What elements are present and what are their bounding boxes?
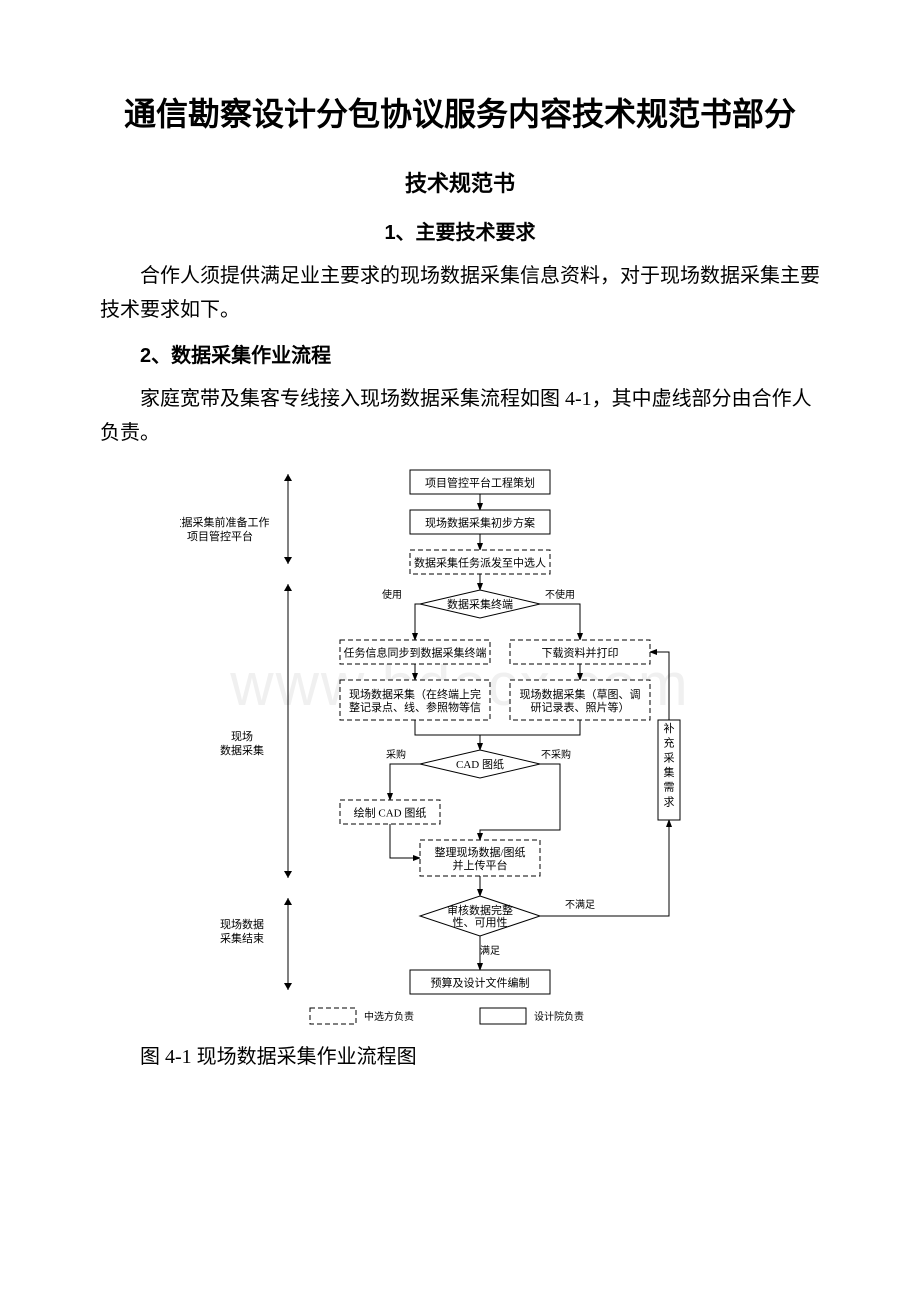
flowchart-container: 数据采集前准备工作项目管控平台现场数据采集现场数据采集结束 使用 不使用采购 不采购满… — [180, 460, 740, 1030]
svg-text:不满足: 不满足 — [565, 899, 595, 911]
svg-text:项目管控平台工程策划: 项目管控平台工程策划 — [425, 476, 535, 490]
svg-text:绘制 CAD 图纸: 绘制 CAD 图纸 — [354, 806, 427, 820]
section-1-paragraph: 合作人须提供满足业主要求的现场数据采集信息资料，对于现场数据采集主要技术要求如下… — [100, 259, 820, 327]
svg-text:数据采集任务派发至中选人: 数据采集任务派发至中选人 — [414, 556, 546, 570]
figure-caption: 图 4-1 现场数据采集作业流程图 — [100, 1040, 820, 1069]
flow-node-n4: 任务信息同步到数据采集终端 — [340, 640, 490, 664]
svg-text:并上传平台: 并上传平台 — [453, 858, 508, 872]
svg-text:现场数据采集（在终端上完: 现场数据采集（在终端上完 — [349, 687, 481, 701]
flow-node-leg1 — [310, 1008, 356, 1024]
flow-node-n2: 现场数据采集初步方案 — [410, 510, 550, 534]
flow-node-n3: 数据采集任务派发至中选人 — [410, 550, 550, 574]
svg-text:现场数据: 现场数据 — [220, 917, 264, 931]
flowchart-svg: 数据采集前准备工作项目管控平台现场数据采集现场数据采集结束 使用 不使用采购 不采购满… — [180, 460, 740, 1030]
svg-text:整记录点、线、参照物等信: 整记录点、线、参照物等信 — [349, 700, 481, 714]
svg-text:补: 补 — [664, 722, 675, 735]
flow-node-n5: 下载资料并打印 — [510, 640, 650, 664]
document-subtitle: 技术规范书 — [100, 166, 820, 198]
flow-node-d2: CAD 图纸 — [420, 750, 540, 778]
svg-text:集: 集 — [664, 765, 675, 779]
section-1-heading: 1、主要技术要求 — [100, 216, 820, 245]
document-title: 通信勘察设计分包协议服务内容技术规范书部分 — [100, 90, 820, 138]
svg-text:数据采集终端: 数据采集终端 — [447, 597, 513, 611]
svg-text:任务信息同步到数据采集终端: 任务信息同步到数据采集终端 — [344, 646, 487, 660]
flow-node-leg2 — [480, 1008, 526, 1024]
flow-node-n1: 项目管控平台工程策划 — [410, 470, 550, 494]
flow-node-vbox: 补充采集需求 — [658, 720, 680, 820]
svg-text:采: 采 — [664, 751, 675, 764]
svg-text:现场: 现场 — [231, 729, 253, 743]
svg-text:不采购: 不采购 — [541, 748, 571, 761]
flow-node-n6: 现场数据采集（在终端上完整记录点、线、参照物等信 — [340, 680, 490, 720]
svg-text:中选方负责: 中选方负责 — [364, 1010, 414, 1023]
svg-text:设计院负责: 设计院负责 — [534, 1010, 584, 1023]
flow-node-d1: 数据采集终端 — [420, 590, 540, 618]
svg-text:求: 求 — [664, 795, 675, 808]
svg-text:现场数据采集初步方案: 现场数据采集初步方案 — [425, 516, 535, 530]
svg-text:性、可用性: 性、可用性 — [453, 915, 508, 929]
section-2-paragraph: 家庭宽带及集客专线接入现场数据采集流程如图 4-1，其中虚线部分由合作人负责。 — [100, 382, 820, 450]
svg-text:需: 需 — [664, 781, 675, 794]
svg-text:充: 充 — [664, 736, 675, 750]
svg-text:整理现场数据/图纸: 整理现场数据/图纸 — [434, 845, 525, 859]
svg-text:不使用: 不使用 — [545, 588, 575, 601]
flow-node-n10: 预算及设计文件编制 — [410, 970, 550, 994]
svg-text:采集结束: 采集结束 — [220, 931, 264, 945]
section-2-heading: 2、数据采集作业流程 — [100, 339, 820, 368]
flow-node-d3: 审核数据完整性、可用性 — [420, 896, 540, 936]
flow-node-n7: 现场数据采集（草图、调研记录表、照片等） — [510, 680, 650, 720]
svg-text:预算及设计文件编制: 预算及设计文件编制 — [431, 976, 530, 990]
svg-text:下载资料并打印: 下载资料并打印 — [542, 646, 619, 660]
svg-text:满足: 满足 — [480, 945, 500, 957]
flow-node-n9: 整理现场数据/图纸并上传平台 — [420, 840, 540, 876]
svg-text:项目管控平台: 项目管控平台 — [187, 529, 253, 543]
svg-text:采购: 采购 — [386, 748, 406, 761]
svg-text:研记录表、照片等）: 研记录表、照片等） — [531, 700, 630, 714]
svg-text:使用: 使用 — [382, 588, 402, 601]
svg-text:CAD 图纸: CAD 图纸 — [456, 758, 504, 771]
svg-text:数据采集: 数据采集 — [220, 743, 264, 757]
svg-text:审核数据完整: 审核数据完整 — [447, 903, 513, 917]
svg-text:数据采集前准备工作: 数据采集前准备工作 — [180, 515, 270, 529]
flow-node-n8: 绘制 CAD 图纸 — [340, 800, 440, 824]
svg-text:现场数据采集（草图、调: 现场数据采集（草图、调 — [520, 687, 641, 701]
